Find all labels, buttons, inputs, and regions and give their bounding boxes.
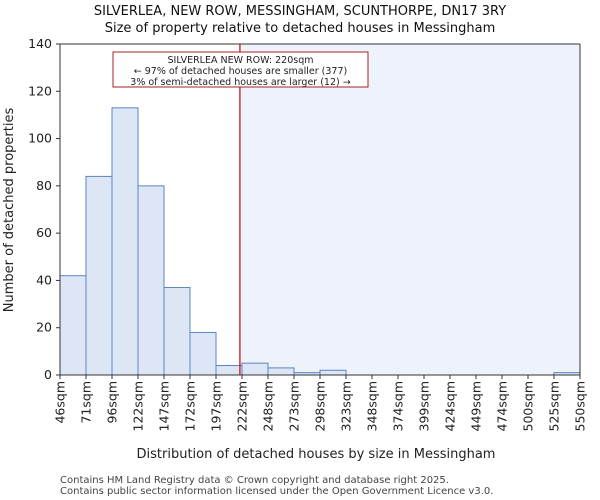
annotation-line: 3% of semi-detached houses are larger (1… bbox=[130, 77, 350, 88]
y-tick-label: 20 bbox=[36, 320, 52, 335]
y-tick-label: 40 bbox=[36, 272, 52, 287]
x-tick-label: 197sqm bbox=[209, 381, 224, 431]
annotation-line: ← 97% of detached houses are smaller (37… bbox=[134, 66, 347, 77]
x-tick-label: 298sqm bbox=[313, 381, 328, 431]
histogram-bar bbox=[319, 369, 347, 376]
x-tick-label: 147sqm bbox=[157, 381, 172, 431]
x-axis-label: Distribution of detached houses by size … bbox=[137, 447, 496, 462]
plot-area: 0 20 40 60 80 100 120 140 46sqm 71sqm 96sqm 122sqm 1… bbox=[28, 36, 587, 431]
x-tick-label: 323sqm bbox=[339, 381, 354, 431]
y-tick-label: 80 bbox=[36, 178, 52, 193]
x-tick-label: 71sqm bbox=[79, 381, 94, 424]
histogram-bar bbox=[85, 175, 113, 376]
footer-attribution-2: Contains public sector information licen… bbox=[60, 486, 493, 497]
x-tick-label: 474sqm bbox=[495, 381, 510, 431]
x-tick-label: 172sqm bbox=[183, 381, 198, 431]
x-tick-label: 96sqm bbox=[105, 381, 120, 424]
x-tick-label: 273sqm bbox=[287, 381, 302, 431]
histogram-bar bbox=[111, 107, 139, 376]
x-tick-label: 374sqm bbox=[391, 381, 406, 431]
y-tick-label: 0 bbox=[44, 367, 52, 382]
footer-attribution-1: Contains HM Land Registry data © Crown c… bbox=[60, 475, 449, 486]
histogram-bar bbox=[137, 185, 165, 376]
x-tick-label: 46sqm bbox=[53, 381, 68, 424]
x-tick-label: 525sqm bbox=[547, 381, 562, 431]
histogram-bar bbox=[163, 287, 191, 376]
x-tick-label: 222sqm bbox=[235, 381, 250, 431]
y-axis-label: Number of detached properties bbox=[2, 108, 17, 313]
annotation-line: SILVERLEA NEW ROW: 220sqm bbox=[167, 55, 313, 66]
x-tick-label: 500sqm bbox=[521, 381, 536, 431]
histogram-bar bbox=[241, 362, 269, 376]
x-tick-label: 122sqm bbox=[131, 381, 146, 431]
larger-region-shade bbox=[239, 44, 581, 375]
chart-title: SILVERLEA, NEW ROW, MESSINGHAM, SCUNTHOR… bbox=[94, 4, 506, 19]
y-tick-label: 140 bbox=[28, 36, 52, 51]
x-tick-label: 424sqm bbox=[443, 381, 458, 431]
x-tick-label: 550sqm bbox=[573, 381, 588, 431]
y-tick-label: 120 bbox=[28, 83, 52, 98]
y-tick-label: 100 bbox=[28, 131, 52, 146]
histogram-bar bbox=[267, 367, 295, 376]
y-tick-label: 60 bbox=[36, 225, 52, 240]
chart-subtitle: Size of property relative to detached ho… bbox=[105, 21, 496, 36]
annotation-box bbox=[112, 51, 369, 88]
x-tick-label: 449sqm bbox=[469, 381, 484, 431]
histogram-bar bbox=[59, 275, 87, 376]
x-tick-label: 399sqm bbox=[417, 381, 432, 431]
x-tick-label: 348sqm bbox=[365, 381, 380, 431]
histogram-bar bbox=[189, 331, 217, 376]
x-tick-label: 248sqm bbox=[261, 381, 276, 431]
histogram-bar bbox=[215, 365, 243, 376]
